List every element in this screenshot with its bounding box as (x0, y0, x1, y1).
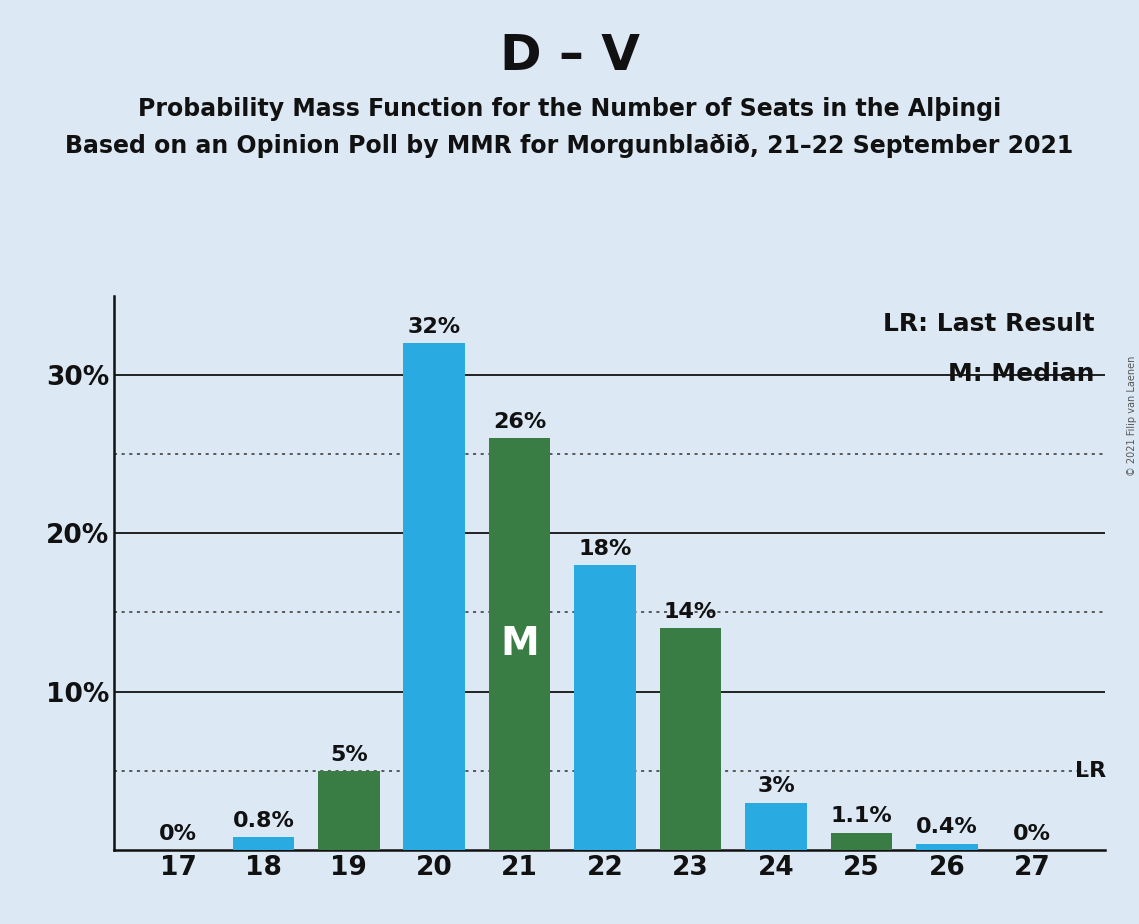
Bar (489, 438, 550, 850)
Text: 3%: 3% (757, 776, 795, 796)
Text: M: M (500, 626, 539, 663)
Text: 1.1%: 1.1% (830, 807, 892, 826)
Bar (745, 803, 806, 850)
Text: 32%: 32% (408, 317, 461, 337)
Text: Probability Mass Function for the Number of Seats in the Alþingi: Probability Mass Function for the Number… (138, 97, 1001, 121)
Text: 0%: 0% (1014, 823, 1051, 844)
Bar (403, 343, 465, 850)
Bar (659, 628, 721, 850)
Text: © 2021 Filip van Laenen: © 2021 Filip van Laenen (1126, 356, 1137, 476)
Bar (574, 565, 636, 850)
Text: 18%: 18% (579, 539, 632, 559)
Bar (916, 844, 977, 850)
Text: 26%: 26% (493, 412, 547, 432)
Text: 14%: 14% (664, 602, 718, 622)
Bar (232, 837, 294, 850)
Text: 0.8%: 0.8% (232, 811, 294, 831)
Text: LR: Last Result: LR: Last Result (884, 312, 1095, 336)
Text: M: Median: M: Median (949, 362, 1095, 386)
Text: 5%: 5% (330, 745, 368, 764)
Text: 0%: 0% (159, 823, 197, 844)
Bar (318, 771, 379, 850)
Text: Based on an Opinion Poll by MMR for Morgunblaðið, 21–22 September 2021: Based on an Opinion Poll by MMR for Morg… (65, 134, 1074, 158)
Text: 0.4%: 0.4% (916, 818, 977, 837)
Text: D – V: D – V (500, 32, 639, 80)
Bar (830, 833, 892, 850)
Text: LR: LR (1075, 760, 1106, 781)
